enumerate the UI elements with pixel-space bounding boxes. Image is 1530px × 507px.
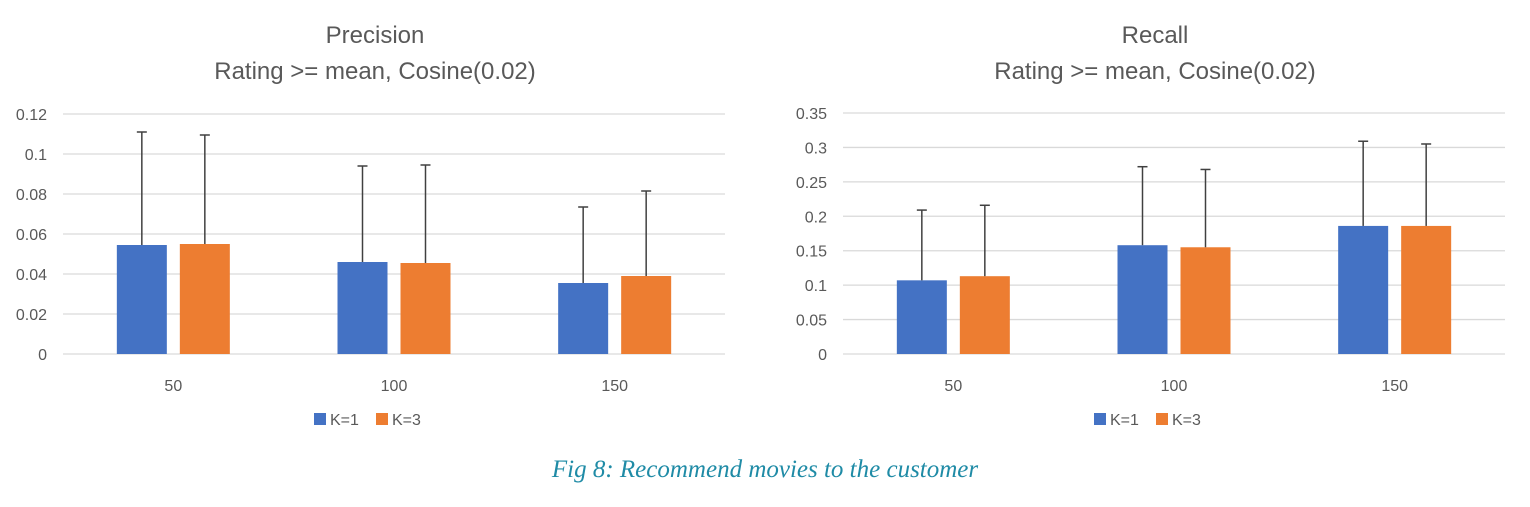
legend-swatch [314, 413, 326, 425]
y-tick-label: 0.15 [796, 244, 827, 261]
y-tick-label: 0.35 [796, 106, 827, 123]
y-tick-label: 0.02 [16, 307, 47, 324]
y-tick-label: 0.06 [16, 227, 47, 244]
x-tick-label: 50 [944, 378, 962, 395]
y-tick-label: 0.3 [805, 140, 827, 157]
bar-k1-100 [337, 262, 388, 354]
y-tick-label: 0.25 [796, 175, 827, 192]
y-tick-label: 0.12 [16, 107, 47, 124]
bar-k3-50 [959, 276, 1010, 354]
x-tick-label: 50 [164, 378, 182, 395]
y-tick-label: 0.04 [16, 267, 47, 284]
figure-caption: Fig 8: Recommend movies to the customer [551, 456, 979, 483]
chart-recall: Recall Rating >= mean, Cosine(0.02) 0 0.05 0… [796, 22, 1505, 429]
x-tick-label: 100 [381, 378, 408, 395]
y-tick-label: 0.2 [805, 209, 827, 226]
bar-k1-150 [1338, 225, 1389, 354]
y-tick-label: 0 [818, 347, 827, 364]
bar-k3-150 [621, 276, 672, 354]
legend-label: K=1 [330, 412, 359, 429]
y-tick-label: 0.1 [25, 147, 47, 164]
legend-swatch [1094, 413, 1106, 425]
bar-k3-50 [179, 244, 230, 354]
chart-title: Precision [326, 22, 425, 49]
x-tick-label: 150 [601, 378, 628, 395]
chart-subtitle: Rating >= mean, Cosine(0.02) [214, 58, 536, 85]
bar-k3-100 [1180, 247, 1231, 354]
legend-swatch [376, 413, 388, 425]
bar-k3-150 [1401, 225, 1452, 354]
bar-k1-100 [1117, 245, 1168, 354]
legend-label: K=3 [392, 412, 421, 429]
chart-title: Recall [1122, 22, 1189, 49]
bar-k3-100 [400, 263, 451, 354]
bar-k1-50 [116, 245, 167, 354]
bar-k1-50 [896, 280, 947, 354]
bar-k1-150 [558, 283, 609, 354]
x-tick-label: 150 [1381, 378, 1408, 395]
y-tick-label: 0.1 [805, 278, 827, 295]
legend-label: K=3 [1172, 412, 1201, 429]
legend-swatch [1156, 413, 1168, 425]
chart-subtitle: Rating >= mean, Cosine(0.02) [994, 58, 1316, 85]
x-tick-label: 100 [1161, 378, 1188, 395]
y-tick-label: 0.05 [796, 313, 827, 330]
y-tick-label: 0 [38, 347, 47, 364]
y-tick-label: 0.08 [16, 187, 47, 204]
legend-label: K=1 [1110, 412, 1139, 429]
chart-precision: Precision Rating >= mean, Cosine(0.02) 0 0.… [16, 22, 725, 429]
